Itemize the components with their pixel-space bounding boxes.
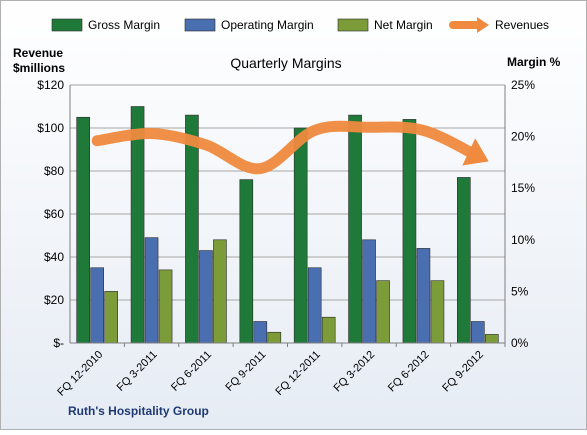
chart-title: Quarterly Margins bbox=[230, 55, 341, 71]
y-right-tick-label: 25% bbox=[511, 78, 535, 92]
legend-arrow-revenues bbox=[477, 17, 489, 33]
y-left-label-line1: Revenue bbox=[13, 46, 63, 60]
revenues-arrowhead bbox=[462, 138, 489, 166]
y-left-tick-label: $80 bbox=[44, 164, 64, 178]
y-left-tick-label: $40 bbox=[44, 250, 64, 264]
y-right-tick-label: 20% bbox=[511, 130, 535, 144]
bar-net-margin bbox=[485, 334, 499, 344]
bar-gross-margin bbox=[457, 177, 471, 344]
bar-operating-margin bbox=[471, 321, 485, 344]
y-left-tick-label: $100 bbox=[37, 121, 64, 135]
legend-swatch-net-margin bbox=[337, 18, 369, 32]
bar-gross-margin bbox=[239, 179, 254, 344]
revenues-line bbox=[91, 120, 484, 175]
bar-gross-margin bbox=[185, 114, 199, 344]
y-left-tick-label: $- bbox=[53, 336, 64, 350]
bar-operating-margin bbox=[144, 237, 159, 344]
bar-operating-margin bbox=[90, 267, 104, 344]
bar-gross-margin bbox=[130, 106, 145, 344]
legend-label: Gross Margin bbox=[88, 18, 160, 32]
bar-net-margin bbox=[267, 331, 282, 344]
y-left-tick-label: $60 bbox=[44, 207, 64, 221]
bar-gross-margin bbox=[402, 119, 417, 344]
y-left-tick-label: $120 bbox=[37, 78, 64, 92]
legend-label: Revenues bbox=[495, 18, 549, 32]
bar-operating-margin bbox=[253, 321, 268, 344]
bar-operating-margin bbox=[199, 250, 213, 344]
y-left-tick-label: $20 bbox=[44, 293, 64, 307]
bar-net-margin bbox=[213, 239, 227, 344]
bar-gross-margin bbox=[348, 114, 362, 344]
bar-operating-margin bbox=[307, 267, 322, 344]
bar-net-margin bbox=[158, 269, 173, 344]
footer-text: Ruth's Hospitality Group bbox=[68, 404, 209, 418]
bar-net-margin bbox=[104, 291, 118, 344]
legend-swatch-operating-margin bbox=[184, 18, 216, 32]
legend-swatch-gross-margin bbox=[51, 18, 83, 32]
bar-net-margin bbox=[376, 280, 390, 344]
bar-operating-margin bbox=[362, 239, 376, 344]
y-right-tick-label: 10% bbox=[511, 233, 535, 247]
bar-gross-margin bbox=[293, 127, 308, 344]
y-right-tick-label: 5% bbox=[511, 284, 529, 298]
y-left-label-line2: $millions bbox=[13, 61, 65, 75]
bar-operating-margin bbox=[416, 248, 431, 344]
y-right-tick-label: 15% bbox=[511, 181, 535, 195]
y-right-tick-label: 0% bbox=[511, 336, 529, 350]
legend-label: Operating Margin bbox=[221, 18, 314, 32]
bar-gross-margin bbox=[76, 116, 90, 344]
bar-net-margin bbox=[430, 280, 445, 344]
y-right-label: Margin % bbox=[507, 55, 561, 69]
legend-label: Net Margin bbox=[374, 18, 433, 32]
bar-net-margin bbox=[321, 316, 336, 344]
